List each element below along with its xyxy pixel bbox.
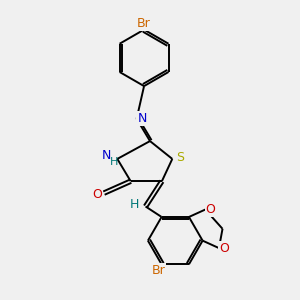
Text: O: O (92, 188, 102, 201)
Text: Br: Br (137, 16, 151, 30)
Text: O: O (206, 203, 216, 216)
Text: Br: Br (152, 264, 166, 277)
Text: H: H (130, 199, 139, 212)
Text: N: N (137, 112, 147, 125)
Text: N: N (102, 149, 112, 162)
Text: H: H (110, 158, 118, 167)
Text: S: S (177, 151, 184, 164)
Text: O: O (219, 242, 229, 255)
